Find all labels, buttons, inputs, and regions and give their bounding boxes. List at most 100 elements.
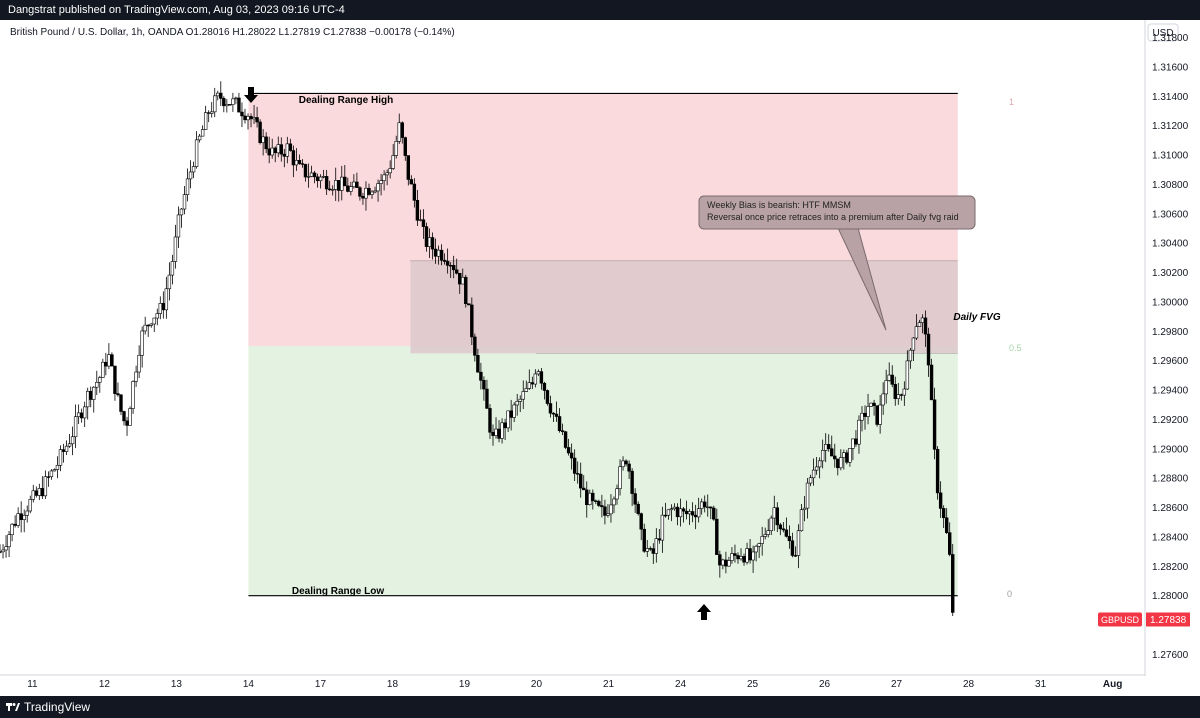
candle-up xyxy=(772,507,776,519)
candle-down xyxy=(575,473,580,475)
publish-info: Dangstrat published on TradingView.com, … xyxy=(8,4,345,16)
candle-down xyxy=(703,501,707,508)
candle-down xyxy=(929,364,934,401)
y-tick-label: 1.30000 xyxy=(1152,297,1189,308)
candle-down xyxy=(872,402,876,406)
candle-up xyxy=(494,428,498,436)
candle-down xyxy=(497,428,501,439)
candle-down xyxy=(491,431,495,436)
candle-up xyxy=(349,186,353,192)
candle-up xyxy=(16,513,20,526)
candle-up xyxy=(140,330,144,356)
candle-up xyxy=(309,172,314,177)
candle-down xyxy=(715,518,719,555)
candle-down xyxy=(34,490,38,496)
fib-1-label: 1 xyxy=(1009,97,1014,107)
candle-down xyxy=(736,555,740,560)
range-low-label: Dealing Range Low xyxy=(292,586,384,597)
candle-down xyxy=(938,492,943,509)
candle-up xyxy=(687,511,692,515)
x-tick-label: 14 xyxy=(243,679,255,690)
candle-down xyxy=(793,555,798,557)
candle-down xyxy=(13,523,17,526)
candle-down xyxy=(560,430,565,433)
y-tick-label: 1.31800 xyxy=(1152,33,1189,44)
callout-box[interactable] xyxy=(698,195,976,230)
candle-up xyxy=(588,492,592,506)
y-tick-label: 1.27600 xyxy=(1152,650,1189,661)
x-tick-label: 31 xyxy=(1035,679,1047,690)
candle-up xyxy=(860,412,864,421)
candle-up xyxy=(515,401,519,406)
candle-down xyxy=(630,470,634,494)
candle-up xyxy=(660,514,665,541)
candle-down xyxy=(288,143,293,151)
candle-down xyxy=(324,176,329,190)
time-axis[interactable]: 11 12 13 14 17 18 19 20 21 24 25 26 27 28 31 Aug xyxy=(0,674,1145,690)
callout-line-1: Weekly Bias is bearish: HTF MMSM xyxy=(707,200,851,210)
candle-up xyxy=(436,249,441,257)
candle-down xyxy=(594,500,598,502)
candle-down xyxy=(724,559,728,567)
candle-down xyxy=(346,185,350,192)
candle-up xyxy=(461,276,465,285)
candle-down xyxy=(61,449,66,452)
candle-up xyxy=(917,322,922,327)
candle-down xyxy=(467,303,471,306)
candle-up xyxy=(246,116,250,121)
x-tick-label: Aug xyxy=(1103,679,1122,690)
candle-down xyxy=(273,147,277,154)
candle-down xyxy=(267,148,271,156)
candle-down xyxy=(778,524,783,530)
candle-down xyxy=(479,371,483,381)
candle-up xyxy=(612,498,616,506)
candle-up xyxy=(811,469,816,479)
candle-up xyxy=(848,448,852,463)
candle-down xyxy=(206,112,211,114)
candle-down xyxy=(412,183,417,201)
candle-down xyxy=(603,506,607,516)
candle-up xyxy=(64,445,69,452)
candle-up xyxy=(128,408,132,426)
candle-up xyxy=(185,178,190,195)
candle-up xyxy=(43,476,48,497)
candle-up xyxy=(518,398,522,402)
candle-down xyxy=(790,540,795,556)
price-chart[interactable]: Dealing Range High Dealing Range Low 1 0… xyxy=(0,20,1200,696)
candle-up xyxy=(536,371,541,375)
candle-up xyxy=(911,337,916,351)
candle-up xyxy=(49,470,54,478)
candle-up xyxy=(391,155,395,169)
candle-up xyxy=(817,460,822,468)
candle-down xyxy=(597,501,601,506)
price-axis[interactable]: USD 1.31800 1.31600 1.31400 1.31200 1.31000 1… xyxy=(1098,20,1190,676)
candle-down xyxy=(899,394,904,396)
candle-up xyxy=(285,143,290,157)
currency-box[interactable] xyxy=(1147,23,1179,42)
candle-down xyxy=(337,180,341,191)
candle-up xyxy=(842,452,846,458)
candle-down xyxy=(240,111,244,117)
overlay-layer: Dealing Range High Dealing Range Low 1 0… xyxy=(244,87,1022,620)
candle-up xyxy=(58,449,63,466)
candle-up xyxy=(10,523,14,536)
candle-up xyxy=(370,191,374,195)
candle-down xyxy=(539,371,544,384)
candle-up xyxy=(306,176,311,178)
y-tick-label: 1.29600 xyxy=(1152,356,1189,367)
range-high-label: Dealing Range High xyxy=(299,95,393,106)
candle-down xyxy=(415,200,420,221)
candle-up xyxy=(294,160,299,166)
candle-down xyxy=(542,382,547,391)
candle-down xyxy=(548,403,553,414)
candle-up xyxy=(521,391,525,400)
candle-up xyxy=(920,317,925,323)
candle-up xyxy=(418,219,423,221)
candle-down xyxy=(312,172,317,178)
candle-down xyxy=(361,195,365,199)
candle-up xyxy=(739,556,743,560)
candle-up xyxy=(427,237,432,247)
candle-down xyxy=(448,265,453,267)
candle-up xyxy=(851,438,855,449)
candle-up xyxy=(67,443,72,447)
